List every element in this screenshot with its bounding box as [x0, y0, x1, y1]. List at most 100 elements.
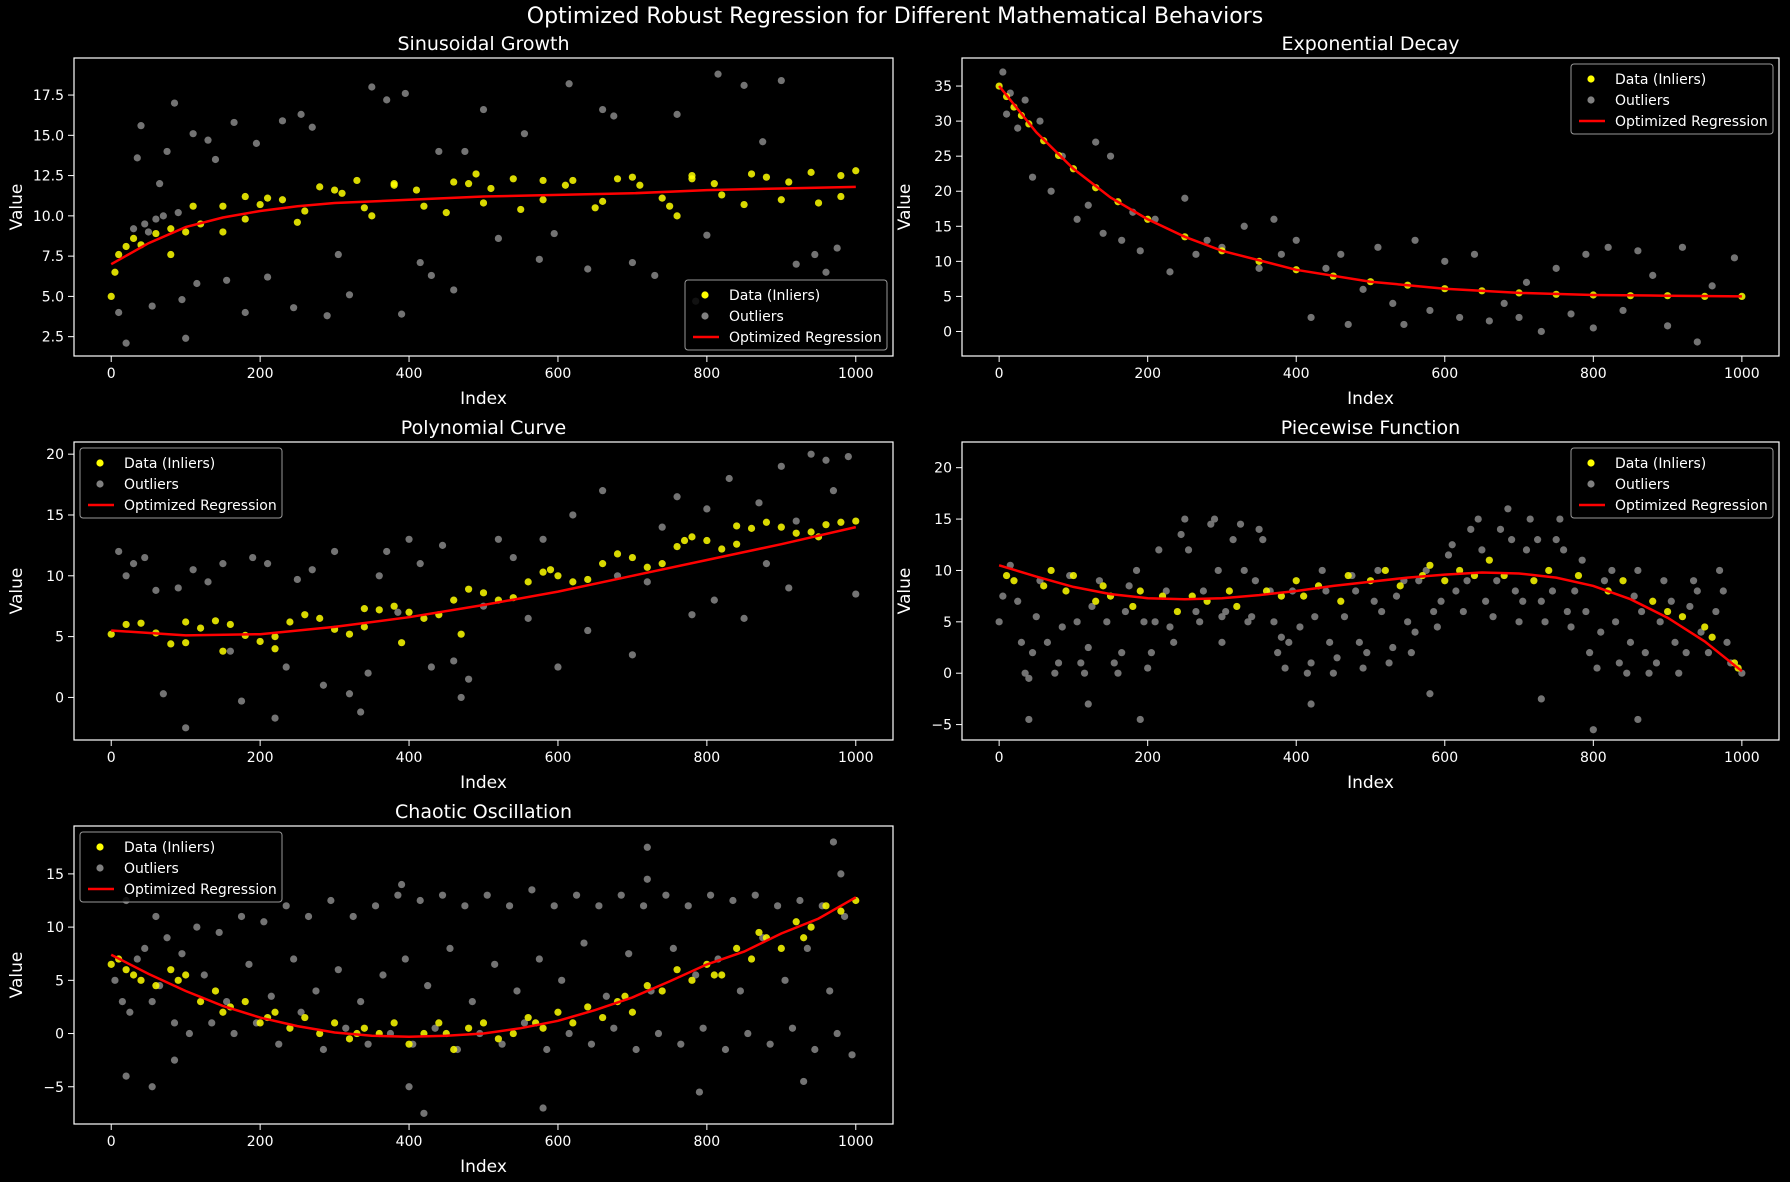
outlier-point [349, 912, 357, 921]
outlier-point [788, 1024, 797, 1032]
outlier-point [1021, 96, 1029, 104]
outlier-point [494, 535, 502, 543]
outlier-point [1292, 236, 1300, 244]
x-tick-label: 800 [1580, 366, 1607, 382]
outlier-point [524, 614, 532, 622]
inlier-point [546, 566, 555, 574]
outlier-point [1485, 317, 1493, 325]
outlier-point [692, 971, 700, 979]
inlier-point [435, 1019, 443, 1027]
inlier-point [792, 529, 800, 537]
outlier-point [1002, 110, 1011, 118]
outlier-point [364, 1040, 372, 1048]
outlier-point [807, 450, 815, 458]
outlier-point [1359, 664, 1367, 672]
inlier-point [1545, 566, 1553, 575]
outlier-point [1017, 638, 1026, 646]
outlier-point [1240, 566, 1248, 575]
outlier-point [1470, 250, 1479, 258]
outlier-point [1652, 659, 1661, 667]
outlier-point [628, 258, 637, 267]
inlier-point [658, 194, 666, 202]
outlier-point [416, 258, 424, 267]
outlier-point [1593, 664, 1601, 672]
inlier-point [599, 560, 607, 568]
inlier-point [457, 630, 465, 638]
outlier-point [312, 987, 320, 995]
outlier-point [383, 96, 391, 104]
outlier-point [398, 880, 406, 889]
outlier-point [1515, 313, 1523, 322]
x-tick-label: 400 [1283, 366, 1310, 382]
outlier-point [282, 663, 290, 671]
inlier-point [822, 902, 830, 910]
outlier-point [1615, 659, 1623, 667]
y-tick-label: 5.0 [42, 289, 64, 305]
outlier-point [777, 76, 785, 85]
outlier-point [1586, 649, 1594, 657]
outlier-point [1656, 618, 1664, 626]
inlier-point [345, 1035, 354, 1043]
inlier-point [390, 181, 398, 189]
outlier-point [565, 1029, 573, 1038]
outlier-point [1181, 194, 1189, 202]
x-tick-label: 1000 [838, 750, 874, 766]
inlier-point [1062, 587, 1070, 595]
outlier-point [1600, 577, 1609, 585]
y-tick-label: 17.5 [33, 88, 64, 104]
inlier-point [390, 602, 398, 610]
outlier-point [450, 657, 458, 665]
outlier-point [848, 1051, 856, 1059]
outlier-point [479, 105, 488, 114]
outlier-point [1199, 587, 1207, 595]
outlier-point [156, 180, 164, 188]
outlier-point [1014, 597, 1022, 605]
inlier-point [375, 606, 383, 614]
outlier-point [800, 1077, 808, 1086]
legend-inliers-marker [701, 291, 709, 299]
outlier-point [811, 250, 819, 259]
outlier-point [141, 944, 149, 952]
inlier-point [390, 1019, 398, 1027]
outlier-point [133, 955, 141, 963]
x-tick-label: 0 [995, 366, 1004, 382]
outlier-point [803, 944, 811, 952]
outlier-point [1043, 638, 1052, 646]
outlier-point [721, 1045, 730, 1054]
x-tick-label: 1000 [1724, 750, 1760, 766]
inlier-point [740, 200, 748, 209]
legend-outliers-marker [96, 480, 104, 488]
outlier-point [1036, 117, 1044, 125]
outlier-point [587, 1040, 596, 1048]
y-tick-label: 30 [934, 114, 952, 130]
outlier-point [1073, 618, 1081, 626]
outlier-point [148, 1083, 156, 1091]
outlier-point [237, 697, 246, 705]
outlier-point [1430, 607, 1438, 616]
legend: Data (Inliers) Outliers Optimized Regressi… [1570, 63, 1774, 135]
inlier-point [465, 180, 473, 188]
outlier-point [182, 334, 190, 342]
outlier-point [543, 1045, 551, 1054]
y-tick-label: 0 [55, 690, 64, 706]
inlier-point [777, 523, 785, 531]
x-tick-label: 800 [1580, 750, 1607, 766]
inlier-point [241, 192, 249, 201]
outlier-point [1051, 669, 1059, 677]
outlier-point [729, 896, 737, 905]
outlier-point [1322, 264, 1330, 272]
outlier-point [1121, 607, 1129, 616]
outlier-point [1210, 515, 1219, 523]
inlier-point [450, 178, 458, 186]
outlier-point [710, 596, 718, 604]
outlier-point [1277, 250, 1285, 258]
outlier-point [494, 234, 502, 243]
inlier-point [718, 545, 726, 553]
outlier-point [1526, 515, 1534, 523]
inlier-point [658, 987, 666, 995]
outlier-point [1196, 618, 1204, 626]
inlier-point [368, 212, 376, 220]
x-tick-label: 400 [396, 750, 423, 766]
data-layer [107, 450, 860, 732]
inlier-point [1381, 566, 1389, 575]
